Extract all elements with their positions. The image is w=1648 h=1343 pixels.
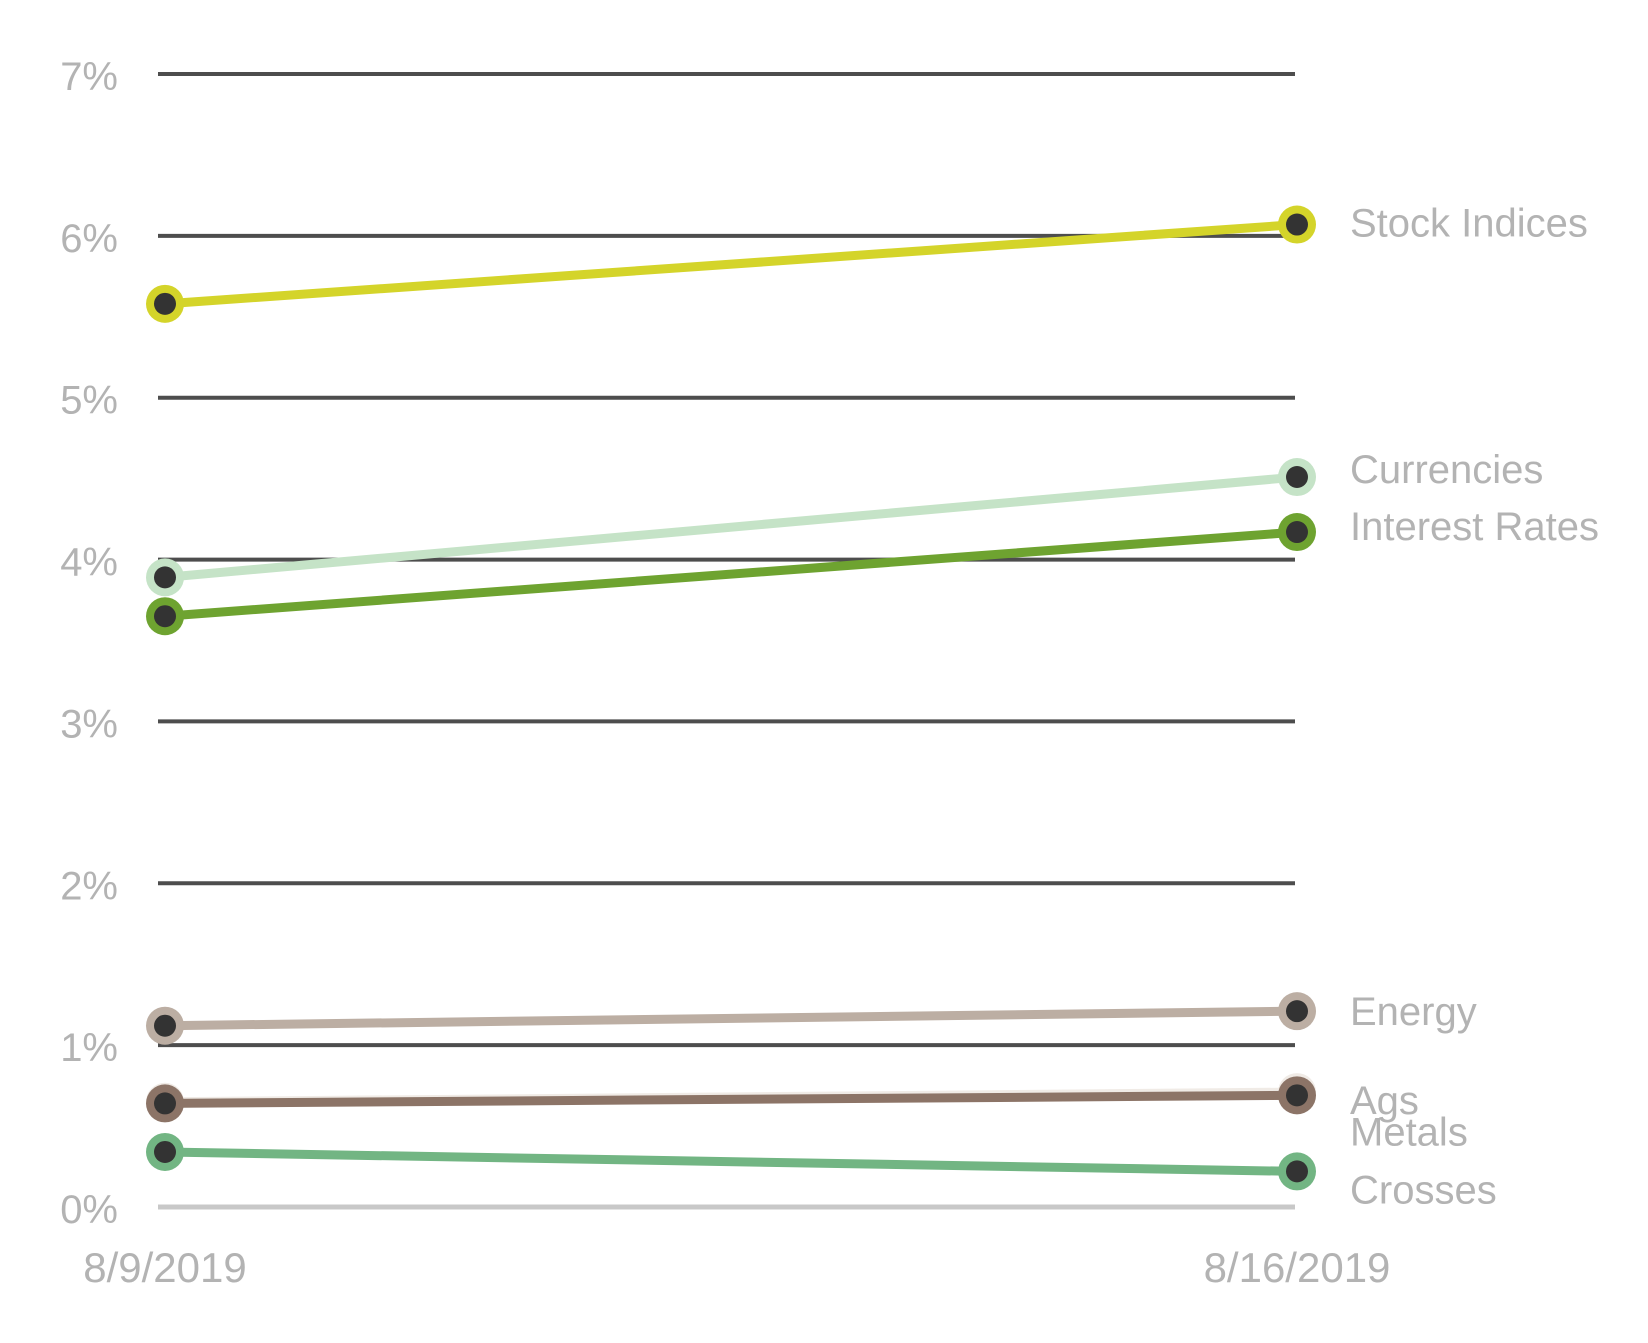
- series-label: Stock Indices: [1350, 202, 1588, 246]
- data-point-center: [1286, 1160, 1308, 1183]
- series-label: Ags: [1350, 1079, 1419, 1123]
- series-label: Energy: [1350, 990, 1477, 1034]
- series-interest-rates: [146, 513, 1316, 636]
- series-currencies: [146, 458, 1316, 597]
- series-metals: [146, 1076, 1316, 1123]
- series-lines: [146, 205, 1316, 1191]
- y-tick-label: 2%: [60, 864, 118, 908]
- data-point-center: [1286, 213, 1308, 236]
- series-label: Metals: [1350, 1110, 1468, 1154]
- y-tick-label: 3%: [60, 702, 118, 746]
- y-tick-label: 7%: [60, 55, 118, 99]
- y-axis-ticks: 0% 1% 2% 3% 4% 5% 6% 7%: [60, 55, 118, 1232]
- series-line: [160, 527, 1302, 621]
- x-axis-ticks: 8/9/2019 8/16/2019: [83, 1244, 1390, 1291]
- x-tick-label: 8/9/2019: [83, 1244, 247, 1291]
- data-point-center: [1286, 1000, 1308, 1023]
- series-label: Currencies: [1350, 448, 1543, 492]
- data-point-center: [1286, 466, 1308, 489]
- y-tick-label: 6%: [60, 217, 118, 261]
- y-tick-label: 5%: [60, 379, 118, 423]
- series-line: [160, 472, 1302, 582]
- data-point-center: [154, 1014, 176, 1037]
- x-tick-label: 8/16/2019: [1204, 1244, 1391, 1291]
- data-point-center: [154, 605, 176, 628]
- gridlines: [158, 72, 1295, 1210]
- y-tick-label: 1%: [60, 1026, 118, 1070]
- series-energy: [146, 992, 1316, 1045]
- series-label: Crosses: [1350, 1168, 1497, 1212]
- series-label: Interest Rates: [1350, 505, 1599, 549]
- series-crosses: [146, 1132, 1316, 1191]
- series-line: [160, 1006, 1302, 1031]
- data-point-center: [154, 1140, 176, 1163]
- y-tick-label: 4%: [60, 541, 118, 585]
- series-labels: Stock Indices Currencies Interest Rates Ene…: [1350, 202, 1599, 1213]
- series-line: [160, 1147, 1302, 1176]
- data-point-center: [1286, 1084, 1308, 1107]
- data-point-center: [154, 1092, 176, 1115]
- series-line: [160, 1090, 1302, 1108]
- data-point-center: [154, 292, 176, 315]
- data-point-center: [154, 566, 176, 589]
- y-tick-label: 0%: [60, 1188, 118, 1232]
- series-line: [160, 220, 1302, 309]
- data-point-center: [1286, 521, 1308, 544]
- series-stock-indices: [146, 205, 1316, 323]
